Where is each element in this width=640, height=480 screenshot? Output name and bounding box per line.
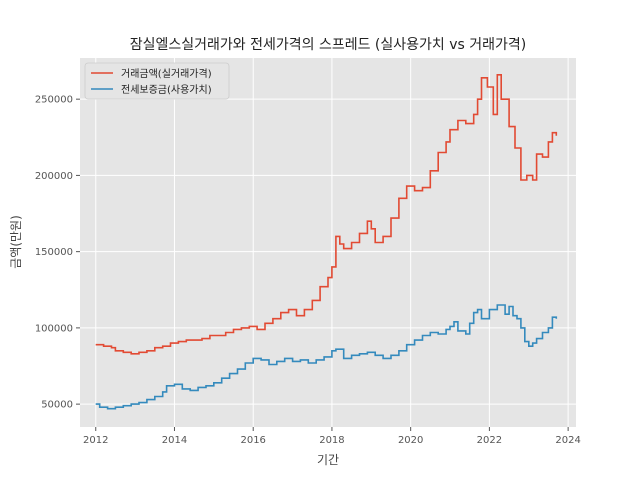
- series-layer: [95, 74, 558, 410]
- x-tick-label: 2024: [555, 435, 580, 446]
- x-tick-label: 2016: [240, 435, 265, 446]
- x-tick-label: 2012: [83, 435, 108, 446]
- legend: 거래금액(실거래가격) 전세보증금(사용가치): [84, 62, 230, 100]
- series-trade-price: [95, 74, 558, 355]
- x-tick-label: 2022: [477, 435, 502, 446]
- x-axis: 2012 2014 2016 2018 2020 2022 2024: [83, 427, 581, 446]
- legend-label-jeonse-deposit: 전세보증금(사용가치): [121, 84, 212, 96]
- x-tick-label: 2014: [162, 435, 187, 446]
- legend-box: [84, 62, 230, 100]
- x-axis-label: 기간: [317, 453, 339, 467]
- y-tick-label: 50000: [41, 400, 73, 411]
- y-tick-label: 100000: [35, 323, 73, 334]
- y-tick-label: 200000: [35, 171, 73, 182]
- y-axis-label: 금액(만원): [9, 215, 23, 269]
- chart-title: 잠실엘스실거래가와 전세가격의 스프레드 (실사용가치 vs 거래가격): [130, 37, 527, 53]
- y-axis: 50000 100000 150000 200000 250000: [35, 95, 80, 411]
- y-tick-label: 250000: [35, 95, 73, 106]
- y-tick-label: 150000: [35, 247, 73, 258]
- x-tick-label: 2018: [319, 435, 344, 446]
- x-tick-label: 2020: [398, 435, 423, 446]
- plot-area: [80, 58, 576, 427]
- legend-label-trade-price: 거래금액(실거래가격): [121, 67, 212, 80]
- series-jeonse-deposit: [95, 304, 558, 410]
